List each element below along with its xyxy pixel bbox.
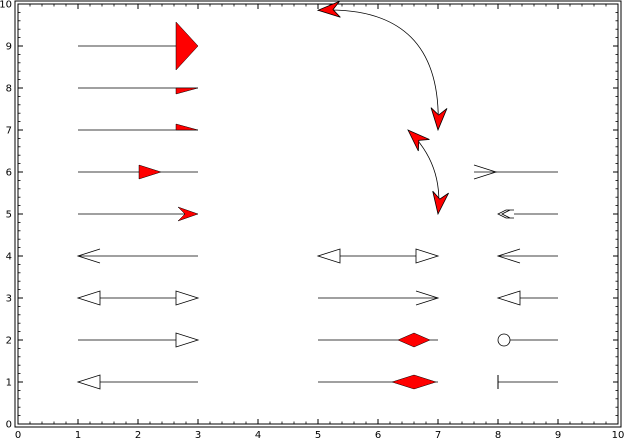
arrow-head (76, 290, 101, 306)
arrow-head (177, 206, 199, 222)
arrow-head (397, 332, 431, 348)
curved-arrow-2 (407, 129, 449, 216)
arrow-head-shape (497, 209, 514, 219)
y-tick-label: 2 (6, 336, 12, 347)
x-tick-label: 2 (135, 430, 141, 441)
plot-frame-outer (14, 0, 622, 428)
arrow-head-shape (138, 164, 162, 180)
x-tick-label: 5 (315, 430, 321, 441)
arrow-head (497, 209, 514, 219)
arrow-head-shape (430, 107, 448, 132)
x-tick-label: 10 (612, 430, 624, 441)
x-tick-label: 1 (75, 430, 81, 441)
arrow-head (496, 290, 521, 306)
arrow-head (175, 290, 200, 306)
arrow-head (138, 164, 162, 180)
arrow-head (76, 374, 101, 390)
x-tick-label: 9 (555, 430, 561, 441)
arrow-head-shape (473, 164, 498, 180)
y-tick-label: 4 (6, 252, 12, 263)
vector-arrow-7 (76, 290, 200, 306)
arrow-head-shape (407, 129, 430, 152)
x-tick-label: 6 (375, 430, 381, 441)
arrow-head (391, 374, 437, 390)
vector-arrow-19 (497, 375, 558, 389)
curved-stem (407, 129, 440, 215)
arrow-head (175, 21, 199, 71)
vector-arrow-8 (78, 332, 200, 348)
arrow-head-shape (175, 332, 200, 348)
arrow-head-shape (496, 248, 521, 264)
vector-arrow-2 (78, 87, 199, 95)
y-tick-label: 9 (6, 42, 12, 53)
vector-arrow-5 (78, 206, 199, 222)
arrow-head-shape (397, 332, 431, 348)
arrow-head-shape (175, 87, 199, 95)
arrow-head-shape (316, 0, 341, 18)
arrow-head (175, 123, 199, 131)
arrow-head (432, 190, 449, 216)
arrow-head-shape (76, 248, 101, 264)
vector-arrow-1 (78, 21, 199, 71)
arrow-head (316, 248, 341, 264)
arrow-head-shape (76, 374, 101, 390)
arrow-head (316, 0, 341, 18)
arrow-head-shape (415, 248, 440, 264)
curved-stem (317, 9, 439, 131)
vector-arrow-12 (318, 332, 438, 348)
arrow-head-shape (497, 333, 511, 347)
arrow-head-shape (175, 123, 199, 131)
vector-arrow-15 (497, 209, 558, 219)
arrow-head-shape (415, 290, 440, 306)
arrow-head-shape (496, 290, 521, 306)
vector-arrow-9 (76, 374, 198, 390)
arrow-head-shape (177, 206, 199, 222)
vector-arrow-4 (78, 164, 198, 180)
y-tick-label: 7 (6, 126, 12, 137)
arrow-head (175, 332, 200, 348)
vector-arrow-18 (497, 333, 558, 347)
arrow-head (76, 248, 101, 264)
y-tick-label: 8 (6, 84, 12, 95)
x-tick-label: 3 (195, 430, 201, 441)
vector-arrow-14 (473, 164, 558, 180)
x-tick-label: 7 (435, 430, 441, 441)
arrow-head-shape (432, 190, 449, 216)
arrow-head (473, 164, 498, 180)
y-tick-label: 3 (6, 294, 12, 305)
mark-layer (76, 0, 558, 390)
arrow-head-shape (391, 374, 437, 390)
vector-arrow-3 (78, 123, 199, 131)
arrow-head-shape (316, 248, 341, 264)
arrow-head-shape (175, 290, 200, 306)
arrow-head-shape (76, 290, 101, 306)
vector-arrow-10 (316, 248, 440, 264)
arrow-head (407, 129, 430, 152)
arrow-head (415, 290, 440, 306)
arrow-head (415, 248, 440, 264)
y-tick-label: 6 (6, 168, 12, 179)
vector-arrow-16 (496, 248, 558, 264)
arrow-head-shape (175, 21, 199, 71)
arrow-head (430, 107, 448, 132)
curved-arrow-1 (316, 0, 448, 132)
x-tick-label: 8 (495, 430, 501, 441)
arrow-head (497, 333, 511, 347)
arrow-head (496, 248, 521, 264)
vector-arrow-17 (496, 290, 558, 306)
y-tick-label: 0 (6, 420, 12, 431)
y-tick-label: 10 (0, 0, 12, 11)
y-tick-label: 5 (6, 210, 12, 221)
vector-arrow-6 (76, 248, 198, 264)
arrow-head (175, 87, 199, 95)
x-tick-label: 4 (255, 430, 261, 441)
vector-arrow-11 (318, 290, 440, 306)
vector-arrow-13 (318, 374, 438, 390)
x-tick-label: 0 (15, 430, 21, 441)
y-tick-label: 1 (6, 378, 12, 389)
